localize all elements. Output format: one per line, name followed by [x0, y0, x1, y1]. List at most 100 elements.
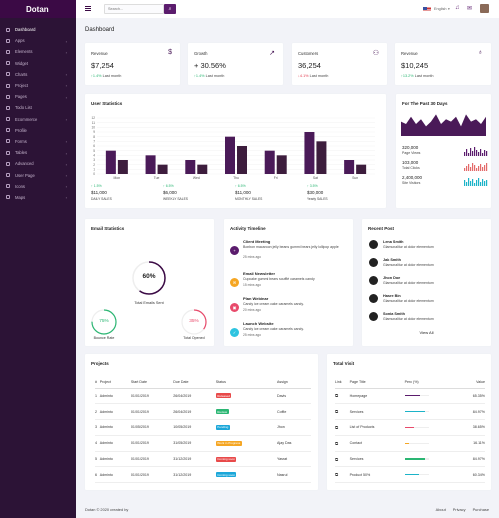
- brand-logo[interactable]: Dotan: [0, 0, 76, 18]
- hamburger-menu-icon[interactable]: [85, 6, 91, 13]
- external-link-icon[interactable]: ⧉: [335, 393, 339, 399]
- column-header: Project: [99, 376, 131, 389]
- sidebar-item-icons[interactable]: Icons ›: [0, 181, 76, 192]
- avatar[interactable]: [369, 258, 378, 267]
- avatar[interactable]: [369, 312, 378, 321]
- language-selector[interactable]: English: [434, 7, 447, 11]
- post-excerpt: Glamunalitur at dolor elementum: [383, 317, 434, 321]
- chevron-down-icon[interactable]: ▾: [448, 7, 450, 11]
- external-link-icon[interactable]: ⧉: [335, 409, 339, 415]
- y-tick-label: 11: [92, 121, 96, 125]
- sidebar: Dotan Dashboard Apps › Elements › Widget Chart…: [0, 0, 76, 518]
- sidebar-item-elements[interactable]: Elements ›: [0, 46, 76, 57]
- mini-bar: [484, 165, 486, 171]
- post-author[interactable]: Sonia Smith: [383, 312, 405, 316]
- status-cell: Review: [215, 403, 277, 421]
- sidebar-item-todo-list[interactable]: Todo List: [0, 102, 76, 113]
- avatar[interactable]: [369, 294, 378, 303]
- status-badge: Released: [215, 393, 232, 399]
- table-row[interactable]: 4 Adminto 01/01/2019 31/05/2019 Work in Prog…: [95, 435, 311, 452]
- percent-bar-track: [404, 458, 429, 460]
- external-link-icon[interactable]: ⧉: [335, 472, 339, 478]
- status-badge: Coming soon: [215, 472, 237, 478]
- bell-icon[interactable]: ♫: [455, 5, 460, 11]
- sidebar-item-label: Profile: [15, 127, 27, 133]
- table-row[interactable]: 2 Adminto 01/01/2019 26/04/2019 Review Coffie: [95, 403, 311, 421]
- sidebar-item-label: Maps: [15, 194, 26, 200]
- sidebar-item-label: Icons: [15, 183, 26, 189]
- us-flag-icon[interactable]: [423, 7, 431, 12]
- post-author[interactable]: Jak Smith: [383, 258, 401, 262]
- post-author[interactable]: Jhon Doe: [383, 276, 401, 280]
- y-tick-label: 0: [93, 172, 95, 176]
- search-input[interactable]: [105, 5, 163, 13]
- visit-value: 84.97%: [457, 451, 485, 468]
- table-row[interactable]: ⧉ Contact 16.11%: [335, 435, 485, 452]
- card-title: Activity Timeline: [230, 226, 266, 231]
- post-author[interactable]: Lena Smith: [383, 240, 404, 244]
- percent-bar-fill: [404, 395, 421, 397]
- home-icon: [6, 27, 10, 32]
- chevron-right-icon: ›: [65, 83, 67, 89]
- external-link-icon[interactable]: ⧉: [335, 424, 339, 430]
- chart-icon: [6, 72, 10, 77]
- footer-link-about[interactable]: About: [435, 507, 446, 512]
- sidebar-item-project[interactable]: Project ›: [0, 80, 76, 91]
- sidebar-item-ecommerce[interactable]: Ecommerce ›: [0, 114, 76, 125]
- search-button[interactable]: ⌕: [164, 4, 176, 14]
- table-row[interactable]: 6 Adminto 01/01/2019 31/12/2019 Coming soon N…: [95, 466, 311, 484]
- card-title: Email Statistics: [91, 226, 125, 231]
- summary-pct: ↑ 1.5%: [91, 184, 102, 188]
- sidebar-item-maps[interactable]: Maps ›: [0, 192, 76, 203]
- table-row[interactable]: ⧉ Services 84.97%: [335, 403, 485, 421]
- sidebar-item-profile[interactable]: Profile: [0, 125, 76, 136]
- table-row[interactable]: ⧉ List of Products 38.65%: [335, 419, 485, 436]
- sidebar-item-widget[interactable]: Widget: [0, 58, 76, 69]
- sidebar-item-charts[interactable]: Charts ›: [0, 69, 76, 80]
- avatar[interactable]: [369, 276, 378, 285]
- user-avatar[interactable]: [480, 4, 489, 13]
- trend-up-icon: ↗: [269, 50, 275, 57]
- page-title: Product 50%: [349, 466, 405, 484]
- table-row[interactable]: ⧉ Homepage 65.35%: [335, 388, 485, 405]
- x-tick-label: Sat: [313, 176, 318, 180]
- percent-bar-track: [404, 442, 429, 444]
- y-tick-label: 6: [93, 144, 95, 148]
- sidebar-item-forms[interactable]: Forms ›: [0, 136, 76, 147]
- stat-change-pct: 4.1%: [299, 74, 309, 78]
- metric-value: 2,400,000: [402, 175, 423, 180]
- x-tick-label: Wed: [193, 176, 200, 180]
- timeline-title: Plan Webinar: [243, 296, 269, 301]
- sidebar-item-advanced[interactable]: Advanced ›: [0, 158, 76, 169]
- footer-link-privacy[interactable]: Privacy: [452, 507, 466, 512]
- sidebar-item-apps[interactable]: Apps ›: [0, 35, 76, 46]
- table-row[interactable]: ⧉ Services 84.97%: [335, 451, 485, 468]
- table-row[interactable]: ⧉ Product 50% 60.34%: [335, 466, 485, 484]
- sidebar-item-label: Forms: [15, 138, 27, 144]
- mail-icon[interactable]: ✉: [467, 6, 473, 12]
- activity-timeline-card: Activity Timeline + Client Meeting Bonbon …: [224, 219, 353, 346]
- mini-bar: [478, 178, 480, 186]
- sidebar-item-pages[interactable]: Pages ›: [0, 91, 76, 102]
- external-link-icon[interactable]: ⧉: [335, 456, 339, 462]
- timeline-title: Launch Website: [243, 321, 274, 326]
- external-link-icon[interactable]: ⧉: [335, 440, 339, 446]
- sidebar-item-tables[interactable]: Tables ›: [0, 147, 76, 158]
- table-row[interactable]: 5 Adminto 01/01/2019 31/12/2019 Coming soon Y…: [95, 451, 311, 468]
- percent-bar-cell: [404, 419, 458, 436]
- post-author[interactable]: Hasre Bin: [383, 294, 401, 298]
- bar: [344, 160, 355, 174]
- stat-period: Last month: [308, 74, 329, 78]
- table-row[interactable]: 3 Adminto 01/05/2019 10/05/2019 Pending Jhon: [95, 419, 311, 436]
- pages-icon: [6, 94, 10, 99]
- advanced-icon: [6, 161, 10, 166]
- table-row[interactable]: 1 Adminto 01/01/2019 26/04/2019 Released Davi…: [95, 388, 311, 405]
- sidebar-item-dashboard[interactable]: Dashboard: [0, 24, 76, 35]
- sidebar-item-user-page[interactable]: User Page ›: [0, 169, 76, 180]
- avatar[interactable]: [369, 240, 378, 249]
- footer-link-purchase[interactable]: Purchase: [472, 507, 489, 512]
- emails-sent-pct: 60%: [142, 273, 156, 280]
- form-icon: [6, 139, 10, 144]
- view-all-link[interactable]: View All: [419, 330, 434, 335]
